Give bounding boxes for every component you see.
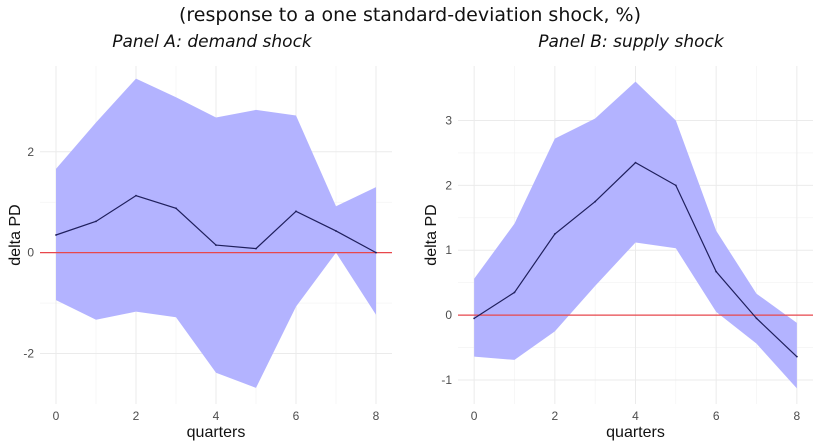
confidence-band [474,81,797,389]
y-tick-label: 2 [27,145,34,159]
y-tick-label: 3 [445,113,452,127]
x-axis-label: quarters [606,424,665,441]
x-tick-label: 6 [713,409,720,423]
panel-b: Panel B: supply shock 0 2 4 6 8 -1 0 1 2 3 quarters… [423,32,813,441]
y-tick-label: -1 [441,373,452,387]
x-tick-label: 4 [213,409,220,423]
response-point [295,210,297,213]
response-point [795,355,798,358]
x-tick-label: 8 [373,409,380,423]
response-point [375,251,377,254]
x-tick-label: 2 [551,409,558,423]
response-point [95,220,97,223]
panel-a: Panel A: demand shock 0 2 4 6 8 -2 0 2 quarters de… [7,32,392,441]
y-axis-label: delta PD [7,204,24,265]
response-point [553,233,556,235]
response-point [594,200,597,203]
response-point [674,184,677,187]
response-point [634,161,637,164]
y-tick-label: 2 [445,178,452,192]
confidence-band [56,78,376,388]
response-point [715,270,718,273]
response-point [513,291,516,294]
x-tick-label: 4 [632,409,639,423]
panel-title: Panel A: demand shock [112,32,313,52]
panel-title: Panel B: supply shock [538,32,725,52]
response-point [255,247,257,250]
x-tick-label: 2 [133,409,140,423]
y-tick-label: 0 [27,246,34,260]
response-point [473,317,476,320]
response-point [55,234,57,236]
x-tick-label: 6 [293,409,300,423]
response-point [175,207,177,210]
response-point [335,230,337,232]
y-tick-label: -2 [23,347,34,361]
response-point [215,244,217,246]
y-tick-label: 0 [445,308,452,322]
x-axis-label: quarters [187,424,246,441]
response-point [755,317,758,320]
y-tick-label: 1 [445,243,452,257]
x-tick-label: 0 [471,409,478,423]
x-tick-label: 8 [794,409,801,423]
response-point [135,194,137,197]
figure-title: (response to a one standard-deviation sh… [179,4,641,26]
y-axis-label: delta PD [423,204,440,265]
x-tick-label: 0 [53,409,60,423]
